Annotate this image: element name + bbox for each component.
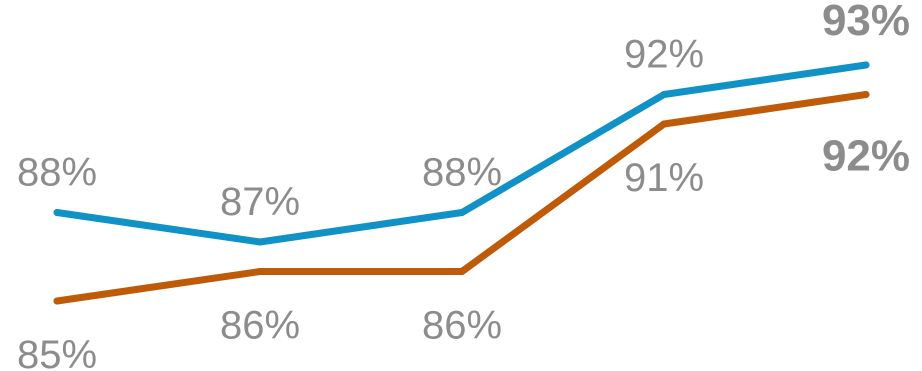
data-label-series-2-point-3: 86%	[422, 304, 502, 348]
series-2-point-5	[862, 91, 870, 98]
series-1-point-2	[256, 238, 264, 246]
series-1-point-5	[862, 61, 870, 69]
data-label-series-2-point-4: 91%	[624, 156, 704, 200]
series-1-point-4	[660, 91, 668, 98]
series-2-point-4	[660, 120, 668, 128]
series-2-point-3	[458, 268, 466, 275]
data-label-series-2-point-5: 92%	[822, 132, 910, 181]
data-label-series-1-point-2: 87%	[220, 180, 300, 224]
data-label-series-1-point-5: 93%	[822, 0, 910, 45]
data-label-layer: 88% 87% 88% 92% 93% 85% 86% 86% 91% 92%	[17, 0, 910, 371]
data-label-series-1-point-1: 88%	[17, 151, 97, 195]
data-label-series-2-point-2: 86%	[220, 304, 300, 348]
series-2-point-2	[256, 268, 264, 275]
series-2-point-1	[53, 297, 61, 305]
data-label-series-1-point-3: 88%	[422, 151, 502, 195]
series-layer	[53, 61, 870, 305]
series-1-point-3	[458, 209, 466, 216]
data-label-series-1-point-4: 92%	[624, 33, 704, 77]
data-label-series-2-point-1: 85%	[17, 333, 97, 371]
series-1-point-1	[53, 209, 61, 216]
